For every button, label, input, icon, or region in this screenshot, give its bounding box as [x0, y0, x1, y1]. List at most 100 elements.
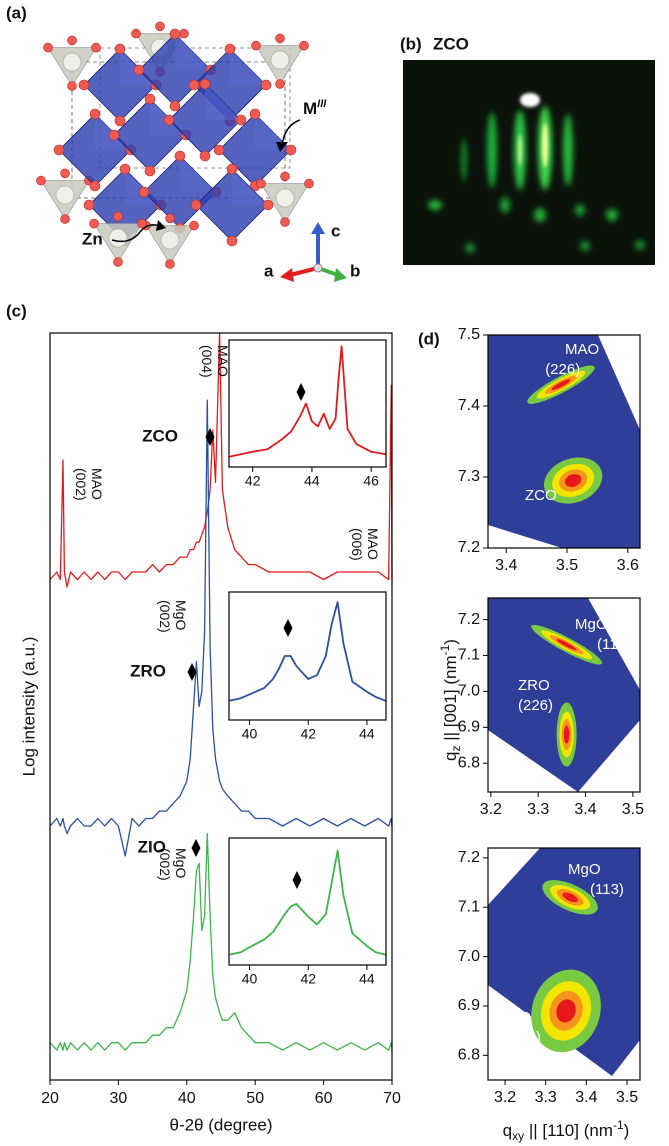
x-tick-label: 20: [41, 1090, 59, 1107]
y-tick-label: 7.1: [458, 647, 480, 664]
axis-label-part: q: [503, 1121, 512, 1140]
zn-atom: [108, 228, 128, 248]
x-tick-label: 40: [178, 1090, 196, 1107]
y-tick-label: 6.9: [458, 719, 480, 736]
axis-label-part: ): [624, 1121, 630, 1140]
arrow-head: [334, 268, 347, 282]
o-atom: [133, 64, 145, 76]
o-atom: [235, 114, 247, 126]
zn-atom: [55, 185, 75, 205]
o-atom: [190, 199, 202, 211]
o-atom: [169, 100, 181, 112]
o-atom: [78, 79, 90, 91]
o-atom: [174, 150, 186, 162]
o-atom: [165, 213, 175, 224]
panel-label: (c): [6, 301, 27, 320]
o-atom: [155, 21, 165, 32]
o-atom: [114, 43, 126, 55]
panel-b-title: ZCO: [433, 34, 469, 53]
peak-label-line: ZCO: [525, 487, 557, 504]
o-atom: [36, 175, 46, 186]
o-atom: [226, 235, 238, 247]
peak-marker: [296, 383, 306, 401]
o-atom: [91, 42, 101, 53]
peak-label-line: (113): [590, 881, 624, 898]
peak-annotation-line: (004): [199, 345, 215, 378]
x-tick-label: 3.6: [617, 557, 639, 574]
peak-marker: [283, 619, 293, 637]
peak-marker: [205, 428, 215, 446]
peak-label-line: (226): [518, 697, 553, 714]
peak-label-line: MgO: [575, 616, 608, 633]
axis-label-part: z: [449, 745, 463, 751]
x-tick-label: 3.5: [622, 801, 644, 818]
x-tick-label: 40: [242, 726, 258, 742]
peak-label: ZRO (226): [518, 677, 553, 714]
peak-label-line: ZIO: [506, 1009, 531, 1026]
peak-label-line: MAO: [565, 341, 599, 358]
panel-label: (d): [418, 329, 440, 348]
plot-frame: [487, 334, 641, 549]
plot-frame: [228, 837, 387, 966]
o-atom: [138, 186, 150, 198]
y-tick-label: 7.0: [458, 948, 480, 965]
x-tick-label: 50: [246, 1090, 264, 1107]
peak-annotation-line: (002): [157, 848, 173, 881]
y-axis-label: qz || [001] (nm-1): [438, 639, 463, 761]
peak-label: MgO (113): [568, 861, 624, 898]
x-tick-label: 3.3: [535, 1089, 557, 1106]
axis-label-part: || [001] (nm: [441, 655, 460, 745]
data-line: [49, 399, 393, 857]
measured-region: [488, 335, 640, 548]
zn-atom: [275, 188, 295, 208]
crystal-structure: MIII Zn c a b: [36, 21, 360, 282]
x-tick-label: 3.4: [574, 801, 596, 818]
o-atom: [89, 108, 101, 120]
x-tick-label: 3.4: [575, 1089, 597, 1106]
x-tick-label: 44: [359, 726, 375, 742]
x-tick-label: 3.5: [556, 557, 578, 574]
label: III: [317, 98, 327, 110]
o-atom: [114, 115, 126, 127]
data-line: [228, 345, 387, 458]
series-label: ZIO: [138, 837, 166, 856]
o-atom: [60, 214, 70, 224]
peak-annotation-line: MAO: [365, 528, 381, 560]
x-tick-label: 40: [242, 971, 258, 987]
o-atom: [89, 218, 99, 229]
o-atom: [285, 144, 297, 156]
octahedron-face: [175, 34, 211, 70]
arrow: [111, 224, 161, 243]
intensity-contour: [556, 999, 576, 1023]
axis-a: [289, 266, 319, 277]
zn-atom: [270, 50, 290, 70]
series-label: ZRO: [130, 661, 166, 680]
o-atom: [249, 108, 261, 120]
arrow: [281, 119, 301, 146]
o-atom: [179, 28, 189, 39]
y-tick-label: 7.0: [458, 683, 480, 700]
o-atom: [67, 81, 77, 91]
octahedron-face: [180, 156, 216, 192]
intensity-contour: [564, 474, 582, 488]
label: b: [350, 261, 360, 280]
axis-label-part: || [110] (nm: [524, 1121, 613, 1140]
x-axis-label: θ-2θ (degree): [169, 1115, 272, 1134]
label: a: [264, 261, 274, 280]
rheed-image: [403, 60, 655, 265]
label: MIII: [303, 98, 327, 119]
o-atom: [189, 220, 199, 231]
peak-label-line: (226): [506, 1029, 541, 1046]
arrow-head: [280, 268, 294, 282]
intensity-contour: [556, 639, 577, 651]
o-atom: [165, 259, 175, 269]
plot-frame: [228, 591, 387, 721]
plot-frame: [49, 332, 393, 1081]
peak-annotation: MAO(002): [73, 468, 105, 501]
peak-annotation: MgO(002): [157, 848, 189, 881]
axis-label-part: xy: [512, 1129, 524, 1143]
o-atom: [213, 144, 225, 156]
octahedron-face: [230, 49, 266, 85]
peak-annotation-line: (002): [157, 600, 173, 633]
peak-annotation-line: MgO: [173, 600, 189, 630]
